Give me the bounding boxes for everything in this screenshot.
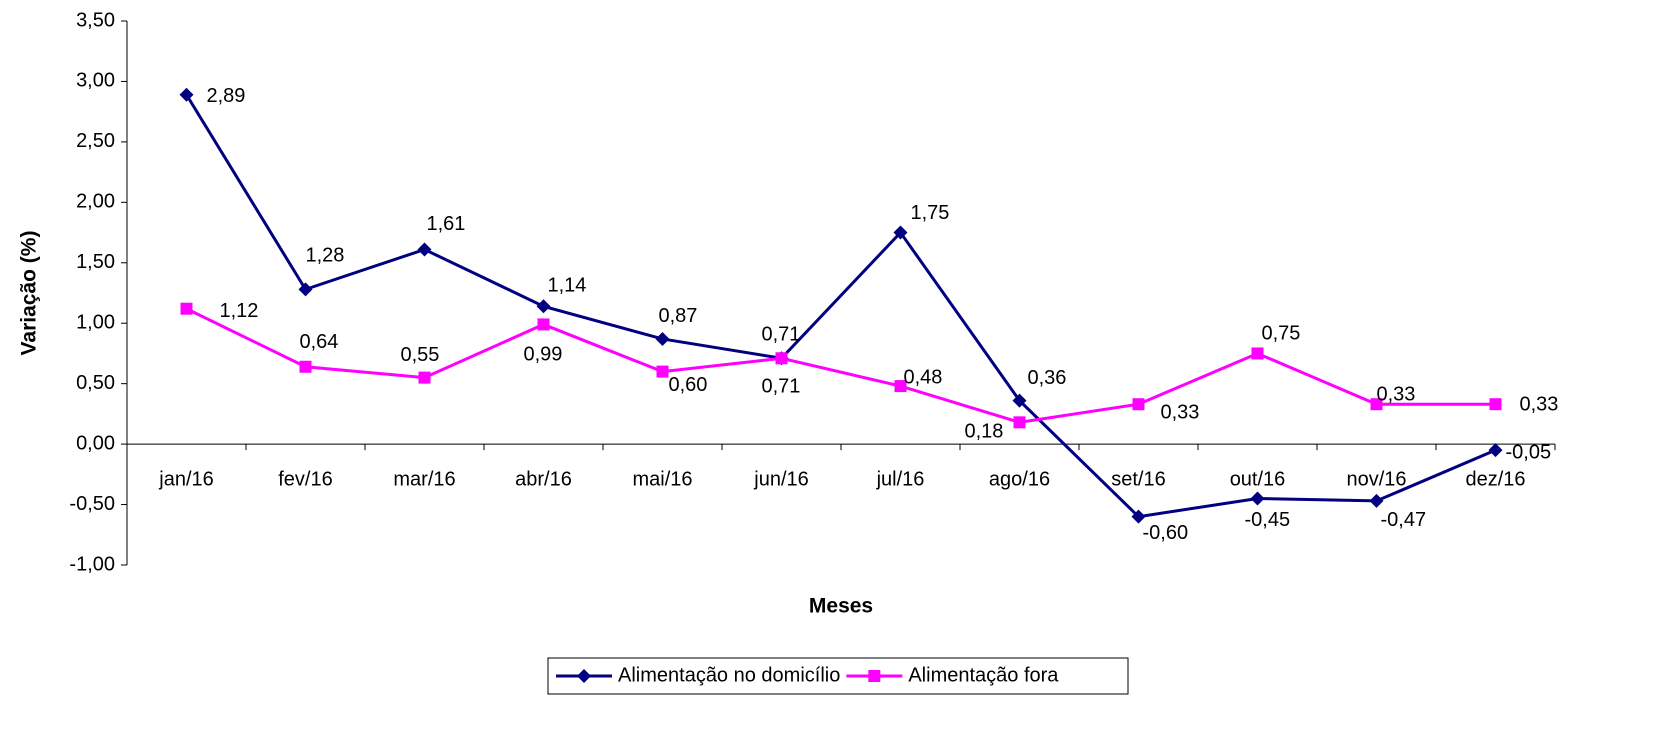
point-marker [417,242,432,257]
legend-marker [868,670,881,682]
legend-label: Alimentação fora [908,664,1059,686]
y-tick-label: 2,50 [76,130,115,152]
x-tick-label: jun/16 [753,468,809,490]
point-marker [179,87,194,102]
series-line [185,93,1497,519]
y-tick-label: -1,00 [69,553,115,575]
point-marker [893,225,908,240]
data-label: -0,45 [1245,509,1291,531]
data-label: 1,61 [427,213,466,235]
point-marker [1131,509,1146,524]
x-tick-label: jul/16 [876,468,925,490]
data-label: 0,36 [1028,367,1067,389]
point-marker [536,299,551,314]
data-label: 0,64 [300,331,339,353]
data-label: 1,28 [306,245,345,267]
x-tick-label: dez/16 [1465,468,1525,490]
data-label: 1,75 [911,202,950,224]
point-marker [655,331,670,346]
x-axis-title: Meses [809,595,873,618]
y-tick-label: 0,00 [76,432,115,454]
y-axis-title: Variação (%) [18,231,41,356]
point-marker [1369,493,1384,508]
x-tick-label: mar/16 [393,468,455,490]
data-label: 1,14 [548,275,587,297]
y-tick-label: 1,50 [76,251,115,273]
point-marker [1012,393,1027,408]
point-marker [180,302,193,315]
x-tick-label: nov/16 [1346,468,1406,490]
data-label: 0,33 [1520,393,1559,415]
point-marker [537,318,550,331]
data-label: 0,55 [401,344,440,366]
legend-marker [577,669,591,683]
data-label: 0,48 [904,366,943,388]
data-label: 0,33 [1161,401,1200,423]
point-marker [1251,347,1264,360]
point-marker [1132,398,1145,411]
point-marker [1488,443,1503,458]
y-tick-label: 2,00 [76,191,115,213]
data-label: -0,05 [1506,441,1552,463]
point-marker [418,371,431,384]
point-marker [1013,416,1026,429]
data-label: 1,12 [220,300,259,322]
y-tick-label: 1,00 [76,312,115,334]
y-tick-label: 0,50 [76,372,115,394]
point-marker [656,365,669,378]
data-label: 0,75 [1262,323,1301,345]
point-marker [1489,398,1502,411]
x-tick-label: mai/16 [632,468,692,490]
data-label: -0,47 [1381,509,1427,531]
x-tick-label: ago/16 [989,468,1050,490]
point-marker [775,352,788,365]
point-marker [298,282,313,297]
legend-box [547,657,1129,695]
y-tick-label: 3,00 [76,70,115,92]
series-line [185,307,1496,424]
y-tick-label: -0,50 [69,493,115,515]
data-label: 0,60 [669,374,708,396]
x-tick-label: out/16 [1230,468,1286,490]
point-marker [1370,398,1383,411]
data-label: 2,89 [207,85,246,107]
y-tick-label: 3,50 [76,9,115,31]
point-marker [894,380,907,393]
data-label: 0,99 [524,344,563,366]
data-label: 0,71 [762,376,801,398]
x-tick-label: fev/16 [278,468,332,490]
x-tick-label: abr/16 [515,468,572,490]
x-tick-label: jan/16 [158,468,214,490]
point-marker [299,360,312,373]
legend-label: Alimentação no domicílio [618,664,840,686]
x-tick-label: set/16 [1111,468,1165,490]
data-label: -0,60 [1143,522,1189,544]
data-label: 0,33 [1377,383,1416,405]
data-label: 0,87 [659,305,698,327]
data-label: 0,71 [762,324,801,346]
point-marker [1250,491,1265,506]
data-label: 0,18 [965,421,1004,443]
